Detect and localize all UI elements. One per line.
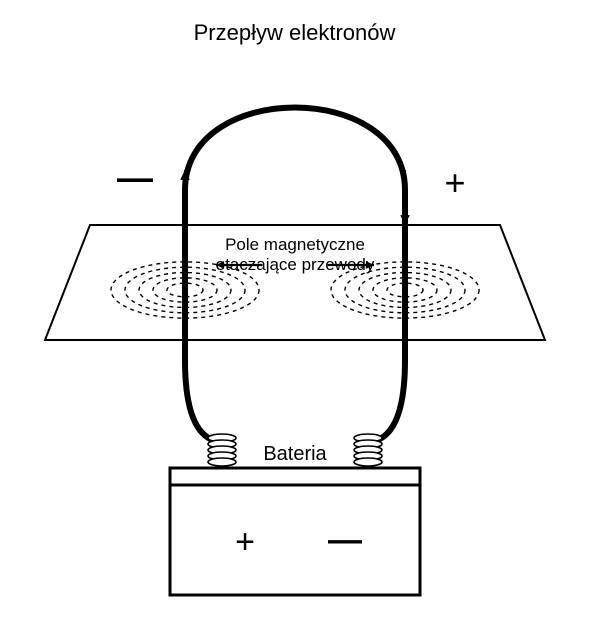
svg-text:—: — bbox=[328, 521, 362, 559]
svg-text:+: + bbox=[444, 162, 465, 203]
battery-top bbox=[170, 468, 420, 486]
svg-text:+: + bbox=[235, 523, 255, 561]
wire-left-lower bbox=[185, 290, 222, 442]
svg-text:Przepływ elektronów: Przepływ elektronów bbox=[194, 20, 396, 45]
battery-body bbox=[170, 485, 420, 595]
svg-text:Bateria: Bateria bbox=[263, 443, 327, 465]
svg-text:—: — bbox=[117, 157, 153, 198]
svg-text:Pole magnetyczne: Pole magnetyczne bbox=[225, 235, 365, 254]
